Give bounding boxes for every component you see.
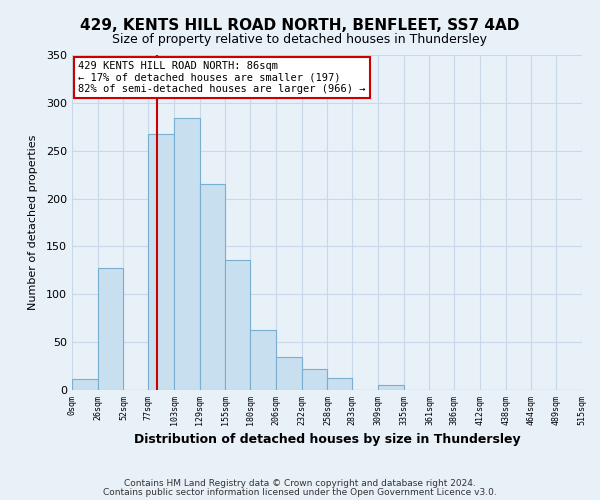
Bar [72, 378, 98, 390]
Bar [302, 369, 328, 390]
Y-axis label: Number of detached properties: Number of detached properties [28, 135, 38, 310]
Text: 429 KENTS HILL ROAD NORTH: 86sqm
← 17% of detached houses are smaller (197)
82% : 429 KENTS HILL ROAD NORTH: 86sqm ← 17% o… [78, 60, 365, 94]
Bar [276, 356, 302, 390]
Bar [148, 134, 174, 390]
Bar [98, 268, 124, 390]
Text: Contains public sector information licensed under the Open Government Licence v3: Contains public sector information licen… [103, 488, 497, 497]
X-axis label: Distribution of detached houses by size in Thundersley: Distribution of detached houses by size … [134, 433, 520, 446]
Bar [250, 330, 276, 390]
Bar [226, 260, 250, 390]
Text: Size of property relative to detached houses in Thundersley: Size of property relative to detached ho… [113, 32, 487, 46]
Bar [328, 378, 352, 390]
Bar [378, 385, 404, 390]
Bar [200, 184, 226, 390]
Text: 429, KENTS HILL ROAD NORTH, BENFLEET, SS7 4AD: 429, KENTS HILL ROAD NORTH, BENFLEET, SS… [80, 18, 520, 32]
Bar [174, 118, 200, 390]
Text: Contains HM Land Registry data © Crown copyright and database right 2024.: Contains HM Land Registry data © Crown c… [124, 479, 476, 488]
